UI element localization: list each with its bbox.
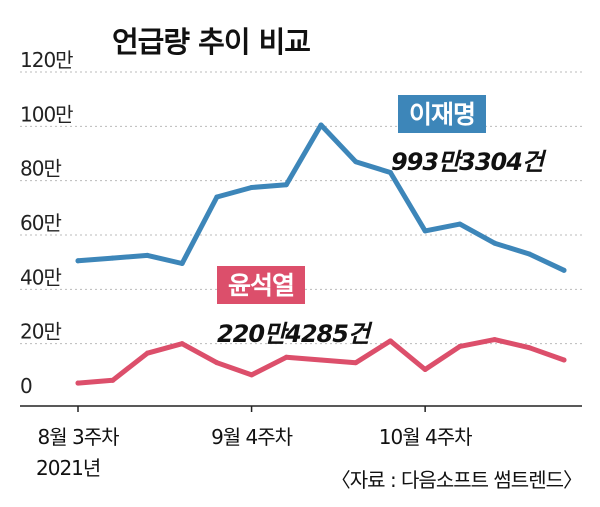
data-point bbox=[353, 159, 359, 165]
y-tick-label: 20만 bbox=[20, 320, 61, 344]
x-axis-labels: 8월 3주차 9월 4주차 10월 4주차 bbox=[37, 425, 473, 449]
source-note: 〈자료 : 다음소프트 썸트렌드〉 bbox=[331, 468, 582, 492]
data-point bbox=[353, 360, 359, 366]
series-line-0 bbox=[75, 122, 567, 273]
data-point bbox=[422, 228, 428, 234]
series-lines bbox=[75, 122, 567, 386]
data-point bbox=[75, 258, 81, 264]
data-point bbox=[214, 194, 220, 200]
y-tick-label: 120만 bbox=[20, 48, 73, 72]
series-name-label: 윤석열 bbox=[228, 271, 294, 300]
y-tick-label: 60만 bbox=[20, 211, 61, 235]
data-point bbox=[526, 345, 532, 351]
data-point bbox=[457, 343, 463, 349]
data-point bbox=[492, 337, 498, 343]
y-tick-label: 0 bbox=[20, 374, 32, 398]
chart-title: 언급량 추이 비교 bbox=[112, 25, 310, 59]
data-point bbox=[492, 240, 498, 246]
data-point bbox=[249, 184, 255, 190]
y-tick-label: 100만 bbox=[20, 102, 73, 126]
x-axis-year-label: 2021년 bbox=[36, 456, 100, 480]
data-point bbox=[144, 252, 150, 258]
data-point bbox=[75, 380, 81, 386]
x-tick-label: 9월 4주차 bbox=[211, 425, 293, 449]
series-total-label: 220만4285건 bbox=[217, 320, 373, 348]
series-label-box bbox=[217, 266, 305, 304]
data-point bbox=[179, 261, 185, 267]
data-point bbox=[110, 255, 116, 261]
data-point bbox=[457, 221, 463, 227]
data-point bbox=[214, 360, 220, 366]
data-point bbox=[422, 366, 428, 372]
data-point bbox=[318, 357, 324, 363]
data-point bbox=[249, 372, 255, 378]
series-name-label: 이재명 bbox=[409, 100, 475, 129]
data-point bbox=[561, 357, 567, 363]
data-point bbox=[283, 182, 289, 188]
data-point bbox=[561, 267, 567, 273]
data-point bbox=[387, 170, 393, 176]
y-axis-labels: 120만 100만 80만 60만 40만 20만 0 bbox=[20, 48, 74, 398]
y-tick-label: 80만 bbox=[20, 157, 61, 181]
data-point bbox=[387, 338, 393, 344]
data-point bbox=[318, 122, 324, 128]
data-point bbox=[179, 341, 185, 347]
data-point bbox=[283, 354, 289, 360]
x-axis bbox=[20, 405, 582, 412]
data-point bbox=[526, 251, 532, 257]
x-tick-label: 8월 3주차 bbox=[37, 425, 119, 449]
x-tick-label: 10월 4주차 bbox=[379, 425, 472, 449]
y-tick-label: 40만 bbox=[20, 265, 61, 289]
series-total-label: 993만3304건 bbox=[391, 148, 547, 176]
data-point bbox=[110, 377, 116, 383]
data-point bbox=[144, 350, 150, 356]
series-label-box bbox=[398, 95, 486, 133]
